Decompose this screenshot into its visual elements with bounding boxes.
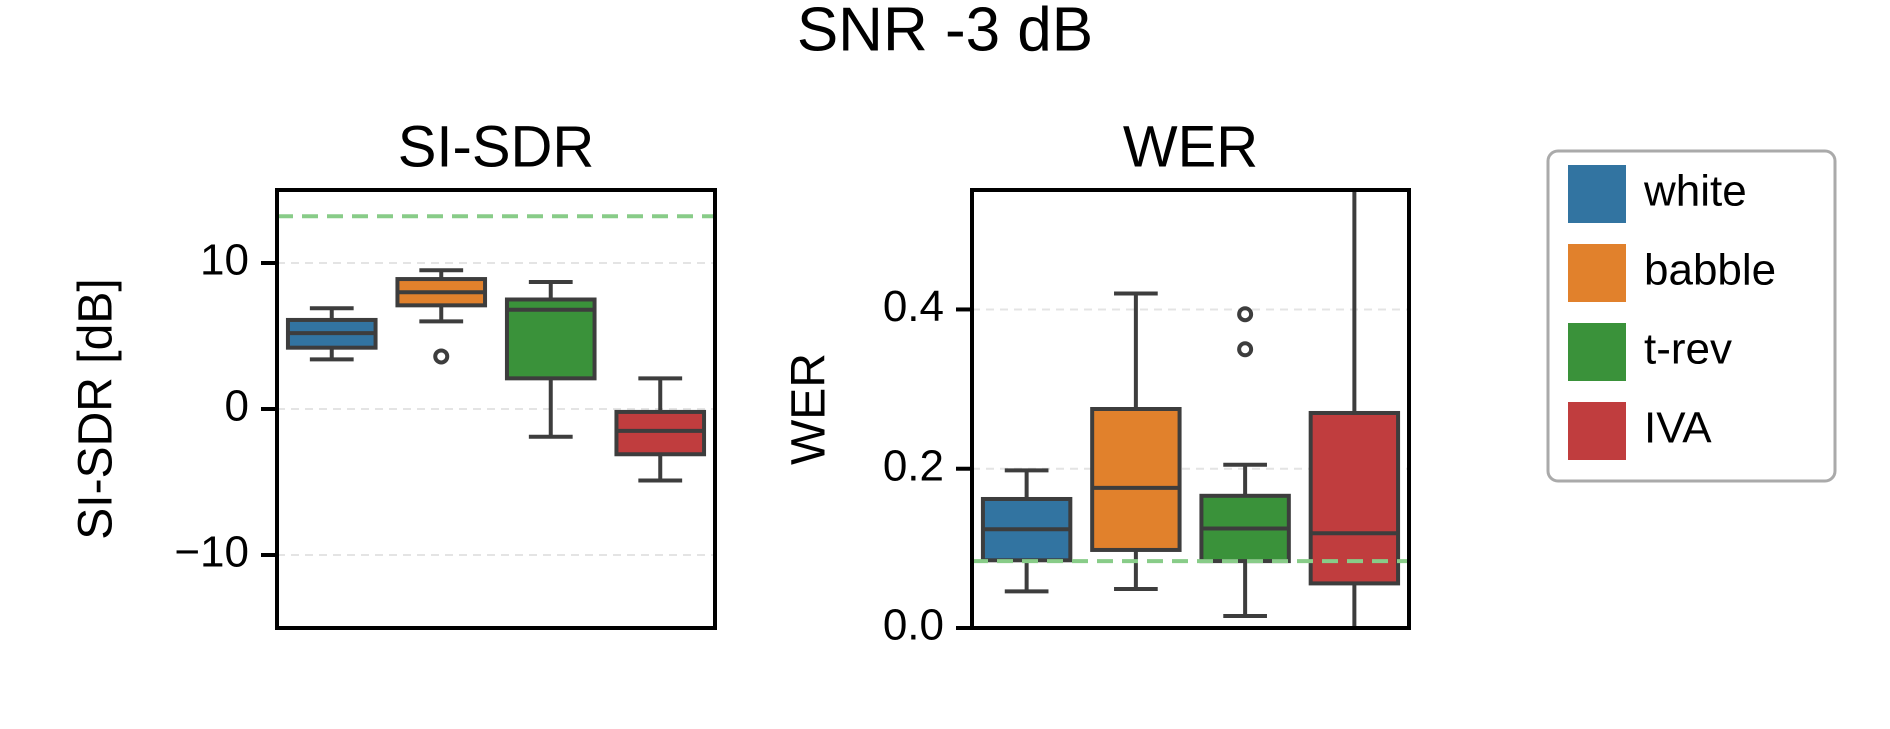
legend-label: IVA — [1644, 404, 1712, 453]
y-tick-label: −10 — [174, 528, 249, 577]
chart-title: WER — [1123, 114, 1258, 179]
legend-frame — [1546, 149, 1837, 483]
y-tick-label: 0.4 — [883, 282, 944, 331]
figure-title: SNR -3 dB — [797, 0, 1093, 64]
plot-area — [277, 214, 715, 483]
axes-frame — [275, 188, 717, 630]
y-tick-label: 0.2 — [883, 441, 944, 490]
chart-title: SI-SDR — [398, 114, 595, 179]
legend-swatch — [1568, 323, 1626, 381]
outlier — [433, 348, 450, 365]
box — [614, 409, 707, 457]
box — [504, 297, 597, 381]
plot-area — [972, 190, 1409, 628]
legend-label: babble — [1644, 246, 1776, 295]
outlier — [1237, 306, 1254, 323]
legend-label: t-rev — [1644, 325, 1732, 374]
y-tick-label: 0 — [225, 382, 249, 431]
y-axis-label: WER — [783, 353, 836, 465]
legend-swatch — [1568, 165, 1626, 223]
y-axis-label: SI-SDR [dB] — [70, 278, 123, 539]
legend-label: white — [1643, 167, 1747, 216]
box — [1090, 407, 1182, 552]
legend-swatch — [1568, 244, 1626, 302]
box — [1308, 410, 1401, 586]
legend-swatch — [1568, 402, 1626, 460]
y-tick-label: 10 — [200, 236, 249, 285]
y-tick-label: 0.0 — [883, 601, 944, 650]
axes-frame — [970, 188, 1411, 630]
outlier — [1237, 341, 1254, 358]
